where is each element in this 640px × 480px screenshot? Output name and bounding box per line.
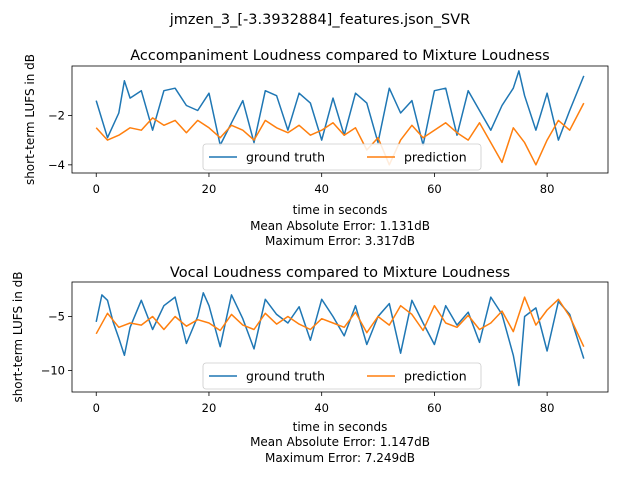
chart-1-xtick-label: 60 (427, 182, 442, 196)
chart-1-legend: ground truth prediction (202, 143, 482, 171)
chart-1-series-ground-truth-line (95, 70, 585, 146)
chart-2-maximum-error: Maximum Error: 7.249dB (265, 451, 415, 465)
chart-1: Accompaniment Loudness compared to Mixtu… (23, 48, 609, 248)
chart-1-title: Accompaniment Loudness compared to Mixtu… (130, 48, 549, 64)
chart-2-legend: ground truth prediction (202, 362, 482, 390)
figure-suptitle: jmzen_3_[-3.3932884]_features.json_SVR (169, 12, 470, 28)
chart-2-ylabel: short-term LUFS in dB (11, 271, 25, 402)
chart-1-legend-label-prediction: prediction (404, 150, 467, 165)
chart-1-legend-box (202, 143, 482, 171)
chart-2-legend-label-ground-truth: ground truth (246, 369, 325, 384)
subplots: Accompaniment Loudness compared to Mixtu… (11, 48, 609, 465)
chart-2-xtick-label: 60 (427, 401, 442, 415)
chart-2-title: Vocal Loudness compared to Mixture Loudn… (170, 265, 510, 281)
chart-1-xtick-label: 20 (202, 182, 217, 196)
chart-2-xtick-label: 40 (314, 401, 329, 415)
chart-2-legend-box (202, 362, 482, 390)
chart-1-xlabel: time in seconds (293, 203, 388, 217)
chart-1-mean-absolute-error: Mean Absolute Error: 1.131dB (250, 219, 430, 233)
chart-1-maximum-error: Maximum Error: 3.317dB (265, 234, 415, 248)
chart-1-xtick-label: 80 (540, 182, 555, 196)
chart-2-series-ground-truth-line (95, 292, 585, 387)
chart-2-xtick-label: 80 (540, 401, 555, 415)
chart-2-xtick-label: 20 (202, 401, 217, 415)
chart-2-mean-absolute-error: Mean Absolute Error: 1.147dB (250, 435, 430, 449)
chart-1-ytick-label: −2 (48, 108, 65, 122)
chart-1-legend-label-ground-truth: ground truth (246, 150, 325, 165)
chart-2-legend-label-prediction: prediction (404, 369, 467, 384)
chart-2-xtick-label: 0 (93, 401, 100, 415)
chart-2-series-prediction-line (95, 296, 585, 348)
chart-2: Vocal Loudness compared to Mixture Loudn… (11, 265, 609, 465)
chart-1-series-prediction-line (95, 102, 585, 166)
chart-1-axes-frame (71, 65, 609, 174)
chart-1-ytick-label: −4 (48, 158, 65, 172)
chart-2-ytick-label: −10 (41, 363, 65, 377)
chart-2-ytick-label: −5 (48, 310, 65, 324)
chart-1-xtick-label: 0 (93, 182, 100, 196)
chart-1-xtick-label: 40 (314, 182, 329, 196)
chart-1-ylabel: short-term LUFS in dB (23, 54, 37, 185)
chart-2-axes-frame (71, 281, 609, 393)
chart-2-xlabel: time in seconds (293, 420, 388, 434)
